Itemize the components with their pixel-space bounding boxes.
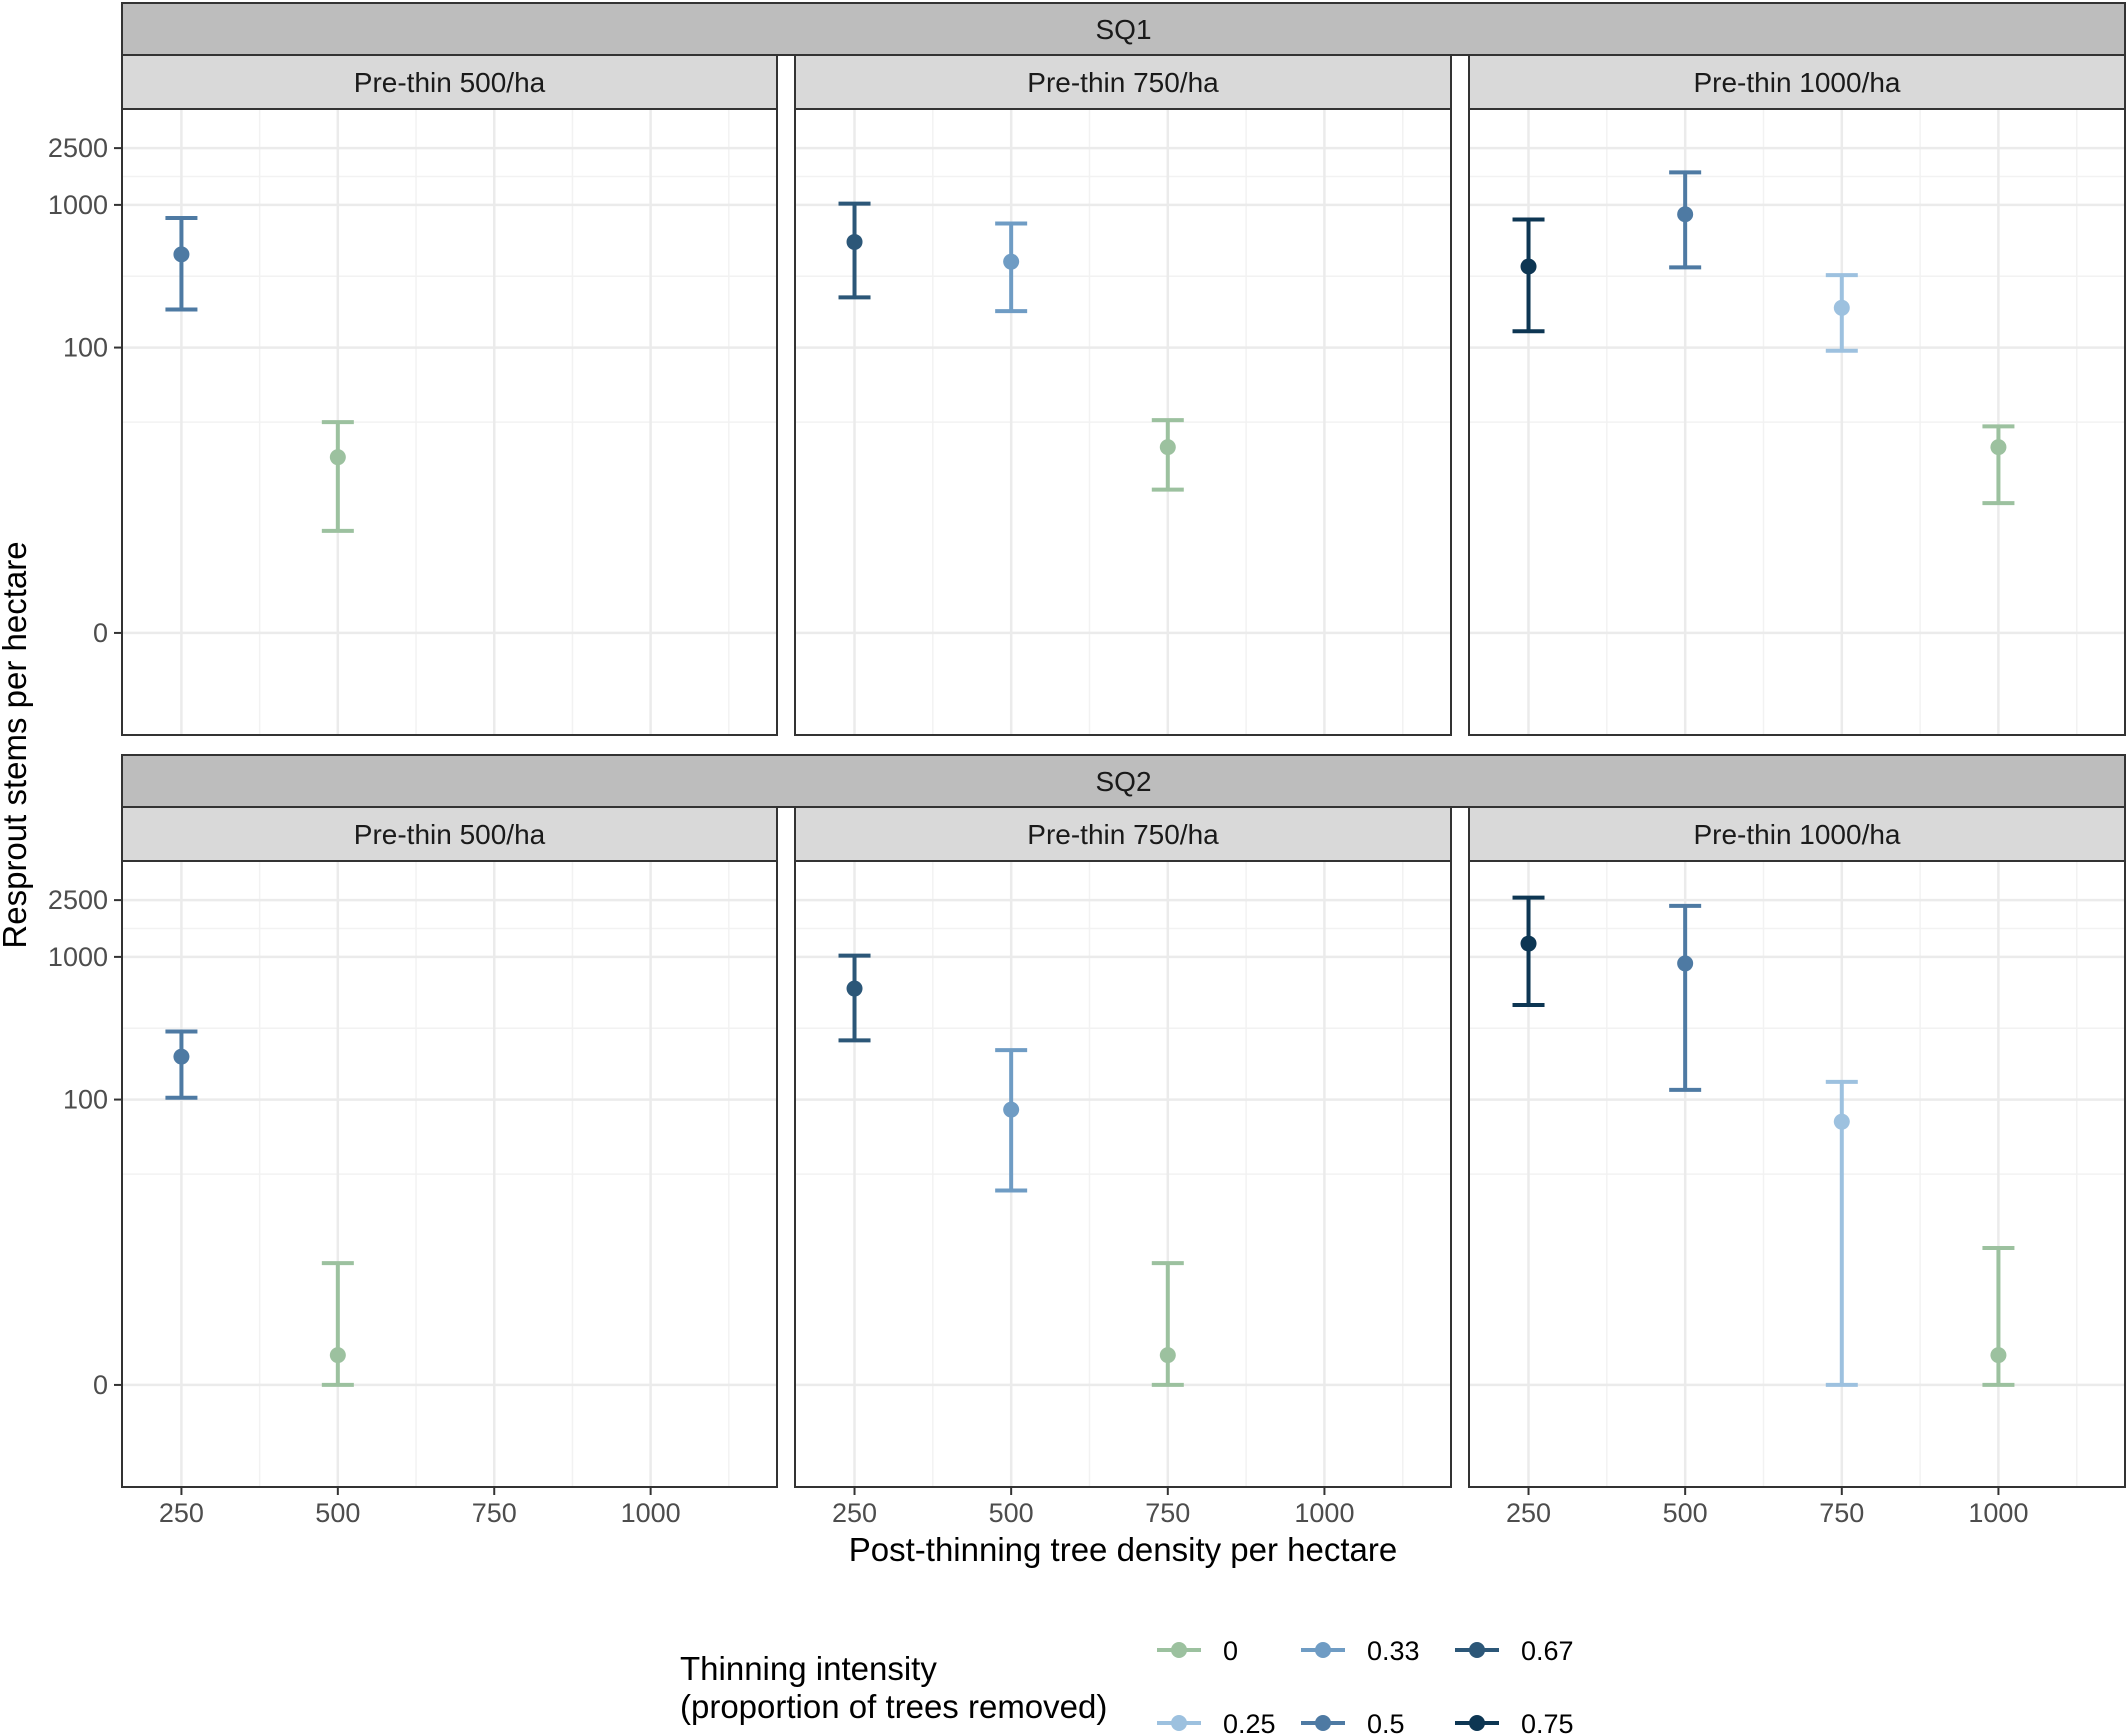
legend-item: 0.75 xyxy=(1455,1709,1574,1734)
y-tick-label: 2500 xyxy=(48,133,108,163)
legend-item: 0 xyxy=(1157,1636,1238,1666)
x-tick-label: 1000 xyxy=(1968,1498,2028,1528)
panel-strip xyxy=(1468,54,2126,110)
x-tick-label: 750 xyxy=(1145,1498,1190,1528)
data-point xyxy=(1677,955,1694,972)
legend-key-point xyxy=(1315,1642,1331,1658)
data-point xyxy=(173,246,190,263)
x-tick-label: 250 xyxy=(159,1498,204,1528)
y-tick-label: 0 xyxy=(93,618,108,648)
panel xyxy=(121,108,778,736)
legend-key-point xyxy=(1469,1642,1485,1658)
legend-label: 0.33 xyxy=(1367,1636,1420,1666)
panel xyxy=(1468,860,2126,1488)
x-tick-label: 250 xyxy=(832,1498,877,1528)
panel-border xyxy=(121,860,778,1488)
legend-label: 0.25 xyxy=(1223,1709,1276,1734)
data-point xyxy=(1833,299,1850,316)
y-tick-label: 100 xyxy=(63,333,108,363)
panel xyxy=(794,860,1452,1488)
legend-label: 0 xyxy=(1223,1636,1238,1666)
legend-label: 0.75 xyxy=(1521,1709,1574,1734)
x-tick-label: 500 xyxy=(1663,1498,1708,1528)
panel-border xyxy=(794,108,1452,736)
legend-item: 0.67 xyxy=(1455,1636,1574,1666)
data-point xyxy=(329,1347,346,1364)
panel-strip xyxy=(1468,806,2126,862)
y-tick-label: 2500 xyxy=(48,885,108,915)
x-tick-label: 250 xyxy=(1506,1498,1551,1528)
data-point xyxy=(846,980,863,997)
panel xyxy=(121,860,778,1488)
data-point xyxy=(1520,935,1537,952)
panel-strip-label: Pre-thin 750/ha xyxy=(1027,67,1219,98)
x-tick-label: 500 xyxy=(989,1498,1034,1528)
data-point xyxy=(1677,206,1694,223)
y-axis-title: Resprout stems per hectare xyxy=(0,541,33,948)
legend-key-point xyxy=(1469,1715,1485,1731)
panel-strip-label: Pre-thin 750/ha xyxy=(1027,819,1219,850)
legend-key-point xyxy=(1315,1715,1331,1731)
panel-strip-label: Pre-thin 1000/ha xyxy=(1693,819,1900,850)
x-tick-label: 1000 xyxy=(621,1498,681,1528)
panel-strip-label: Pre-thin 500/ha xyxy=(354,819,546,850)
legend-key-point xyxy=(1171,1715,1187,1731)
data-point xyxy=(1833,1113,1850,1130)
y-tick-label: 1000 xyxy=(48,190,108,220)
legend-item: 0.5 xyxy=(1301,1709,1405,1734)
panel xyxy=(1468,108,2126,736)
data-point xyxy=(1003,253,1020,270)
panel-strip xyxy=(794,54,1452,110)
legend-label: 0.5 xyxy=(1367,1709,1405,1734)
y-tick-label: 1000 xyxy=(48,942,108,972)
data-point xyxy=(846,233,863,250)
panel-border xyxy=(1468,860,2126,1488)
legend-key-point xyxy=(1171,1642,1187,1658)
panel-strip-label: Pre-thin 500/ha xyxy=(354,67,546,98)
data-point xyxy=(1003,1101,1020,1118)
legend-title: (proportion of trees removed) xyxy=(680,1688,1107,1725)
row-strip xyxy=(121,2,2126,56)
row-strip-label: SQ1 xyxy=(1095,14,1151,45)
legend-title: Thinning intensity xyxy=(680,1650,937,1687)
x-tick-label: 750 xyxy=(472,1498,517,1528)
data-point xyxy=(1159,1347,1176,1364)
panel xyxy=(794,108,1452,736)
panel-border xyxy=(1468,108,2126,736)
panel-strip xyxy=(121,54,778,110)
data-point xyxy=(1990,439,2007,456)
legend-label: 0.67 xyxy=(1521,1636,1574,1666)
panel-strip-label: Pre-thin 1000/ha xyxy=(1693,67,1900,98)
panel-strip xyxy=(121,806,778,862)
data-point xyxy=(1990,1347,2007,1364)
data-point xyxy=(329,449,346,466)
panel-border xyxy=(121,108,778,736)
data-point xyxy=(173,1048,190,1065)
data-point xyxy=(1520,258,1537,275)
x-tick-label: 750 xyxy=(1819,1498,1864,1528)
legend: Thinning intensity(proportion of trees r… xyxy=(680,1636,1574,1734)
panel-border xyxy=(794,860,1452,1488)
legend-item: 0.25 xyxy=(1157,1709,1276,1734)
x-tick-label: 500 xyxy=(315,1498,360,1528)
x-tick-label: 1000 xyxy=(1294,1498,1354,1528)
legend-item: 0.33 xyxy=(1301,1636,1420,1666)
row-strip-label: SQ2 xyxy=(1095,766,1151,797)
row-strip xyxy=(121,754,2126,808)
x-axis-title: Post-thinning tree density per hectare xyxy=(849,1531,1397,1568)
y-tick-label: 0 xyxy=(93,1370,108,1400)
y-tick-label: 100 xyxy=(63,1085,108,1115)
data-point xyxy=(1159,439,1176,456)
